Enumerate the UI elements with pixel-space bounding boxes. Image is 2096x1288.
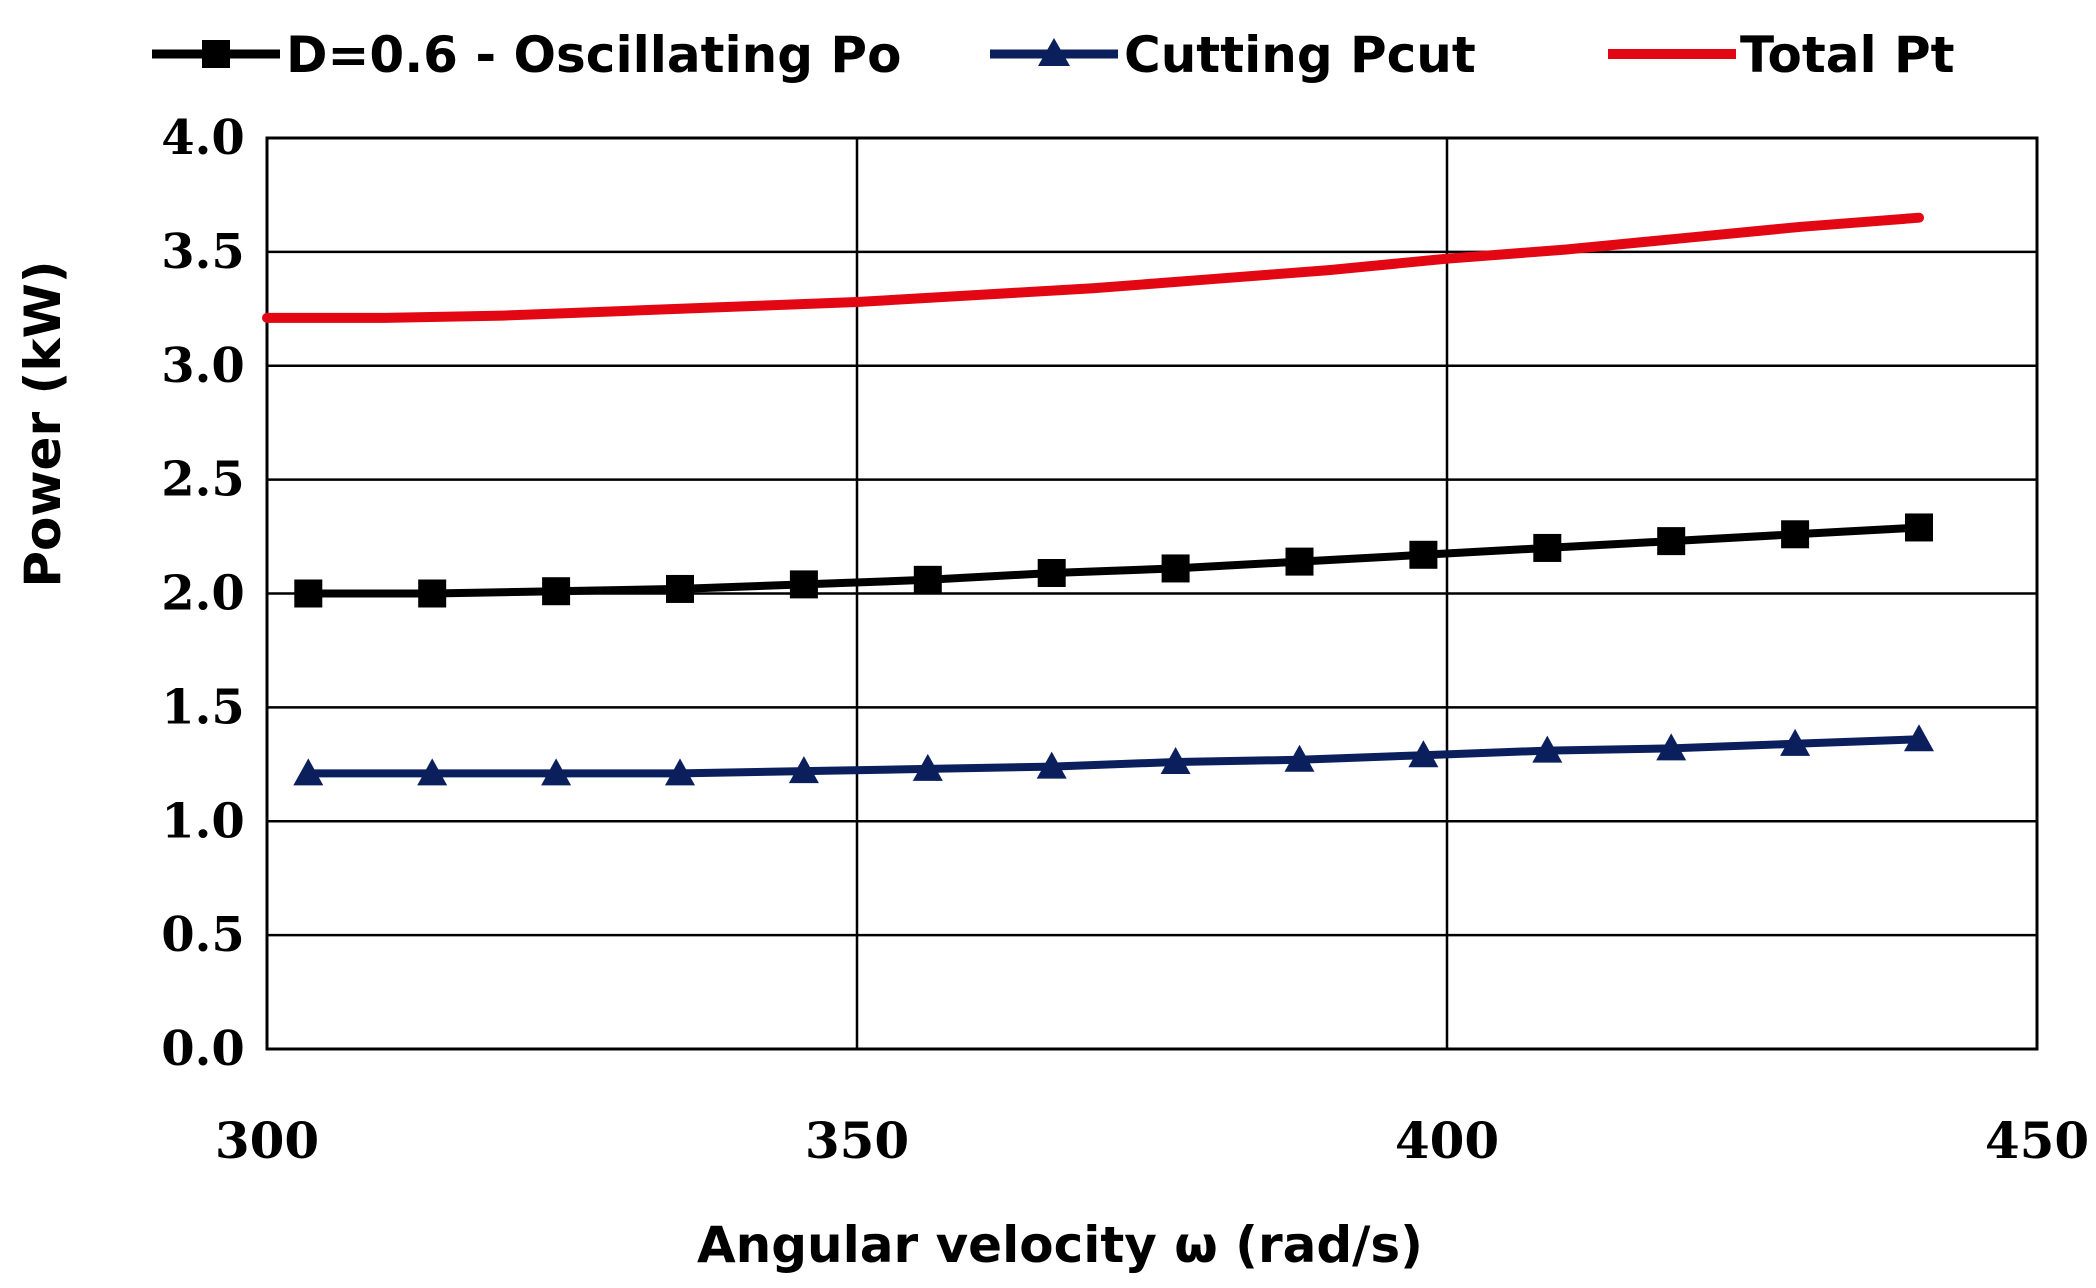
x-axis-label: Angular velocity ω (rad/s) (697, 1216, 1423, 1274)
legend-label-total: Total Pt (1740, 26, 1955, 84)
legend-item-cutting: Cutting Pcut (990, 26, 1476, 84)
y-tick-label-6: 3.0 (161, 338, 245, 394)
data-point-square-12 (1781, 520, 1810, 549)
data-point-triangle-0 (293, 758, 324, 786)
data-point-square-11 (1657, 527, 1686, 556)
y-tick-labels: 0.0 0.5 1.0 1.5 2.0 2.5 3.0 3.5 4.0 (161, 110, 245, 1077)
series-line-d-0-6-oscillating-po (304, 523, 1923, 598)
legend-label-oscillating: D=0.6 - Oscillating Po (286, 26, 901, 84)
data-point-square-8 (1285, 547, 1314, 576)
data-point-square-0 (294, 579, 323, 608)
series-d-0-6-oscillating-po (294, 513, 1933, 608)
series-layer (262, 212, 1934, 786)
legend-marker-square (202, 40, 230, 68)
x-tick-label-3: 450 (1985, 1111, 2089, 1170)
data-point-square-13 (1905, 513, 1933, 542)
data-point-triangle-10 (1532, 735, 1563, 763)
series-line-cutting-pcut (304, 735, 1923, 778)
y-tick-label-0: 0.0 (161, 1021, 245, 1077)
data-point-triangle-6 (1036, 751, 1067, 779)
legend-marker-triangle (1038, 38, 1070, 66)
data-point-square-4 (789, 570, 818, 599)
y-tick-label-3: 1.5 (161, 679, 245, 735)
data-point-triangle-11 (1656, 733, 1687, 761)
data-point-triangle-4 (788, 756, 819, 784)
data-point-triangle-12 (1780, 728, 1811, 756)
y-tick-label-8: 4.0 (161, 110, 245, 166)
data-point-triangle-13 (1904, 724, 1934, 752)
y-tick-label-1: 0.5 (161, 907, 245, 963)
data-point-square-6 (1037, 559, 1066, 588)
data-point-square-7 (1161, 554, 1190, 583)
x-tick-label-0: 300 (215, 1111, 319, 1170)
data-point-square-1 (418, 579, 447, 608)
data-point-triangle-5 (912, 753, 943, 781)
legend: D=0.6 - Oscillating Po Cutting Pcut Tota… (152, 26, 1955, 84)
data-point-square-2 (542, 577, 571, 606)
series-cutting-pcut (293, 724, 1934, 786)
data-point-square-10 (1533, 533, 1562, 562)
data-point-triangle-8 (1284, 744, 1315, 772)
y-tick-label-5: 2.5 (161, 452, 245, 508)
data-point-square-9 (1409, 540, 1438, 569)
y-tick-label-7: 3.5 (161, 224, 245, 280)
x-tick-labels: 300 350 400 450 (215, 1111, 2089, 1170)
y-axis-label: Power (kW) (14, 260, 72, 587)
data-point-triangle-1 (417, 758, 448, 786)
data-point-triangle-9 (1408, 740, 1439, 768)
legend-item-oscillating: D=0.6 - Oscillating Po (152, 26, 901, 84)
plot-area (265, 136, 2039, 1051)
legend-item-total: Total Pt (1608, 26, 1955, 84)
y-tick-label-2: 1.0 (161, 793, 245, 849)
x-tick-label-2: 400 (1395, 1111, 1499, 1170)
series-line-total-pt (262, 212, 1924, 323)
series-total-pt (262, 212, 1924, 323)
x-tick-label-1: 350 (805, 1111, 909, 1170)
data-point-triangle-7 (1160, 747, 1191, 775)
data-point-square-3 (666, 574, 694, 603)
data-point-triangle-3 (665, 758, 695, 786)
data-point-square-5 (913, 565, 942, 594)
legend-label-cutting: Cutting Pcut (1124, 26, 1476, 84)
y-tick-label-4: 2.0 (161, 566, 245, 622)
data-point-triangle-2 (541, 758, 572, 786)
